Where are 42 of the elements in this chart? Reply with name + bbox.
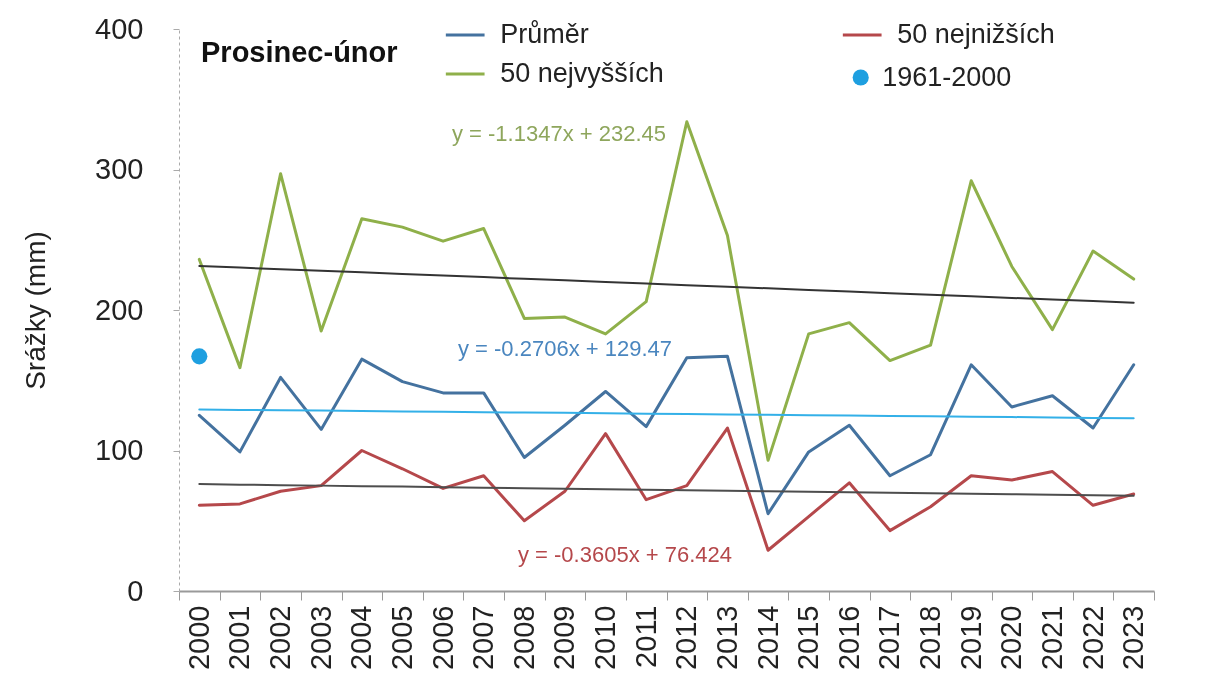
y-axis-title: Srážky (mm): [20, 231, 52, 390]
annotation: y = -0.3605x + 76.424: [517, 542, 733, 567]
x-tick-label: 2009: [548, 605, 581, 671]
line-series: [197, 120, 1136, 462]
legend-label: Průměr: [500, 19, 589, 49]
x-tick-label: 2011: [629, 605, 662, 668]
y-tick-label: 100: [95, 434, 144, 466]
x-tick-label: 2021: [1035, 605, 1068, 671]
x-tick-label: 2022: [1076, 605, 1109, 671]
x-tick-label: 2019: [954, 605, 987, 671]
annotation: y = -1.1347x + 232.45: [451, 121, 667, 146]
x-tick-label: 2023: [1117, 605, 1150, 671]
x-tick-label: 2015: [792, 605, 825, 671]
line-series: [198, 265, 1135, 304]
legend-label: 1961-2000: [882, 61, 1012, 92]
line-series: [198, 408, 1135, 420]
legend-label: 50 nejnižších: [897, 19, 1055, 49]
x-tick-label: 2020: [995, 605, 1028, 671]
x-tick-label: 2006: [426, 605, 459, 671]
x-tick-label: 2003: [304, 605, 337, 671]
y-tick-label: 0: [127, 574, 144, 607]
x-tick-label: 2004: [345, 605, 378, 671]
x-tick-label: 2013: [710, 605, 743, 671]
legend-label: 50 nejvyšších: [500, 58, 664, 88]
x-tick-label: 2016: [832, 605, 865, 671]
x-tick-label: 2018: [914, 605, 947, 671]
x-tick-label: 2002: [264, 605, 297, 671]
y-tick-label: 400: [95, 12, 144, 45]
y-tick-label: 300: [95, 153, 144, 185]
annotation: y = -0.2706x + 129.47: [457, 336, 673, 361]
chart-title: Prosinec-únor: [201, 36, 398, 68]
x-tick-label: 2014: [751, 605, 784, 671]
x-tick-label: 2007: [467, 605, 500, 671]
x-tick-label: 2000: [182, 605, 215, 671]
x-tick-label: 2001: [223, 605, 256, 671]
x-tick-label: 2010: [589, 605, 622, 671]
y-tick-label: 200: [95, 293, 144, 326]
line-series: [198, 483, 1135, 497]
x-tick-label: 2017: [873, 605, 906, 671]
x-tick-label: 2005: [385, 605, 418, 671]
x-tick-label: 2012: [670, 605, 703, 671]
x-tick-label: 2008: [507, 605, 540, 671]
